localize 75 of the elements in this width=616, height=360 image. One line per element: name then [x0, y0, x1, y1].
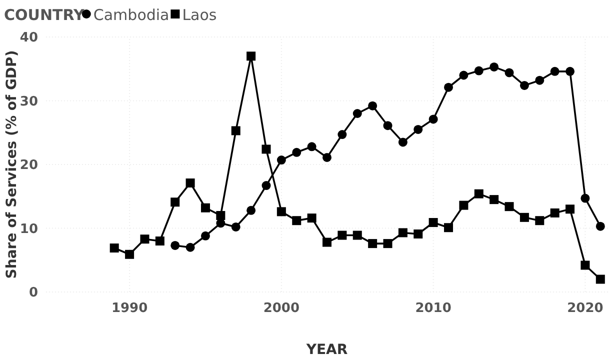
point	[307, 214, 316, 223]
point	[352, 230, 362, 240]
point	[550, 66, 560, 76]
point	[444, 82, 454, 92]
point	[292, 216, 302, 226]
point	[186, 178, 195, 188]
point	[322, 152, 332, 162]
point	[338, 230, 347, 240]
point	[596, 222, 605, 231]
point	[383, 239, 392, 248]
point	[398, 228, 408, 238]
point	[170, 198, 180, 207]
point	[186, 242, 195, 252]
point	[155, 236, 164, 246]
y-tick-label: 20	[20, 158, 38, 174]
point	[474, 189, 484, 198]
point	[262, 181, 271, 190]
x-tick-label: 2010	[415, 301, 452, 316]
point	[535, 216, 544, 226]
x-tick-label: 1990	[111, 301, 148, 316]
point	[504, 202, 514, 212]
point	[231, 126, 240, 136]
point	[368, 239, 378, 248]
y-tick-label: 0	[28, 286, 38, 301]
point	[550, 208, 560, 218]
point	[444, 223, 454, 232]
point	[398, 138, 408, 147]
point	[566, 66, 575, 76]
point	[200, 203, 210, 212]
point	[216, 211, 226, 220]
point	[140, 234, 150, 244]
point	[276, 156, 286, 165]
point	[474, 66, 484, 76]
point	[596, 274, 605, 284]
point	[414, 229, 423, 238]
point	[246, 52, 256, 61]
point	[200, 231, 210, 240]
point	[307, 142, 316, 152]
y-axis-title: Share of Services (% of GDP)	[4, 50, 20, 279]
point	[110, 244, 119, 253]
point	[338, 130, 347, 140]
point	[246, 206, 256, 215]
y-tick-label: 10	[20, 222, 38, 237]
point	[170, 240, 180, 250]
point	[383, 121, 392, 130]
legend-title: COUNTRY	[4, 6, 86, 24]
x-tick-label: 2000	[263, 301, 300, 316]
point	[231, 222, 240, 232]
point	[262, 144, 271, 154]
point	[459, 200, 468, 210]
point	[428, 114, 438, 124]
x-axis-title: YEAR	[305, 342, 348, 358]
point	[459, 70, 468, 80]
legend-label: Laos	[182, 6, 217, 24]
point	[414, 124, 423, 134]
point	[322, 238, 332, 247]
legend-label: Cambodia	[93, 6, 170, 24]
point	[490, 195, 499, 204]
point	[580, 194, 590, 203]
point	[292, 148, 302, 157]
point	[352, 109, 362, 118]
y-tick-label: 40	[20, 30, 38, 46]
point	[368, 101, 378, 110]
point	[520, 80, 529, 90]
point	[520, 212, 529, 222]
point	[504, 68, 514, 78]
x-tick-label: 2020	[567, 301, 604, 316]
point	[490, 62, 499, 72]
point	[535, 76, 544, 85]
point	[125, 250, 134, 259]
point	[566, 204, 575, 214]
y-tick-label: 30	[20, 94, 38, 110]
point	[580, 260, 590, 270]
point	[428, 218, 438, 228]
point	[276, 207, 286, 216]
